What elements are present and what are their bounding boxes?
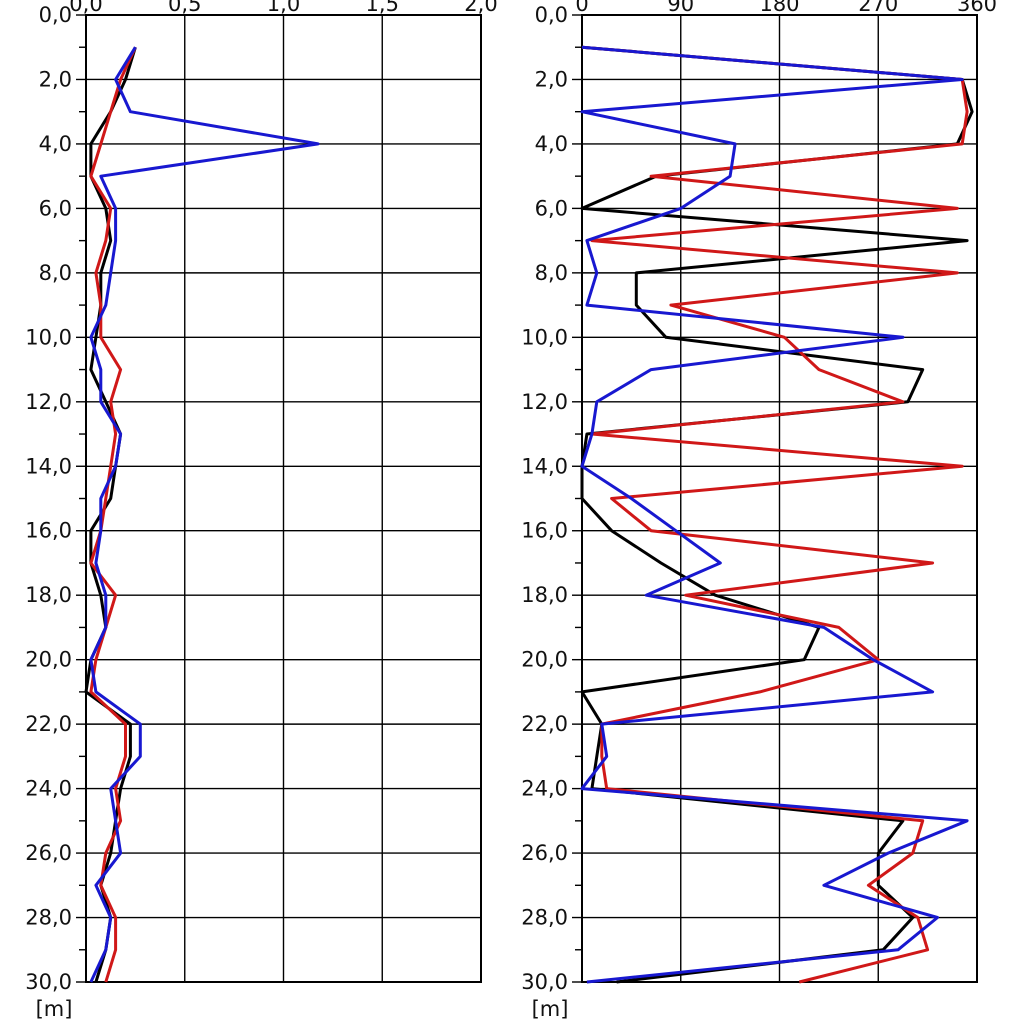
y-tick-label: 18,0 (521, 583, 568, 607)
x-tick-label: 360 (957, 0, 997, 16)
series-line-2 (89, 46, 137, 983)
y-tick-label: 12,0 (25, 390, 72, 414)
y-tick-label: 22,0 (25, 712, 72, 736)
x-tick-label: 1,5 (366, 0, 399, 16)
x-tick-label: 1,0 (267, 0, 300, 16)
y-tick-label: 22,0 (521, 712, 568, 736)
chart-panel-1: 0,0 0,5 1,0 1,5 2,0 0,0 2,0 4,0 6,0 8,0 10,0 12,0 14… (25, 0, 497, 1021)
y-axis-unit-label: [m] (532, 997, 569, 1021)
x-tick-label: 90 (667, 0, 694, 16)
x-tick-label: 0,0 (69, 0, 102, 16)
y-tick-label: 6,0 (39, 196, 72, 220)
y-tick-label: 18,0 (25, 583, 72, 607)
x-tick-label: 2,0 (464, 0, 497, 16)
y-tick-label: 4,0 (535, 132, 568, 156)
y-tick-label: 14,0 (521, 454, 568, 478)
series-line-1 (580, 45, 974, 984)
y-tick-label: 20,0 (521, 648, 568, 672)
x-tick-label: 270 (858, 0, 898, 16)
y-tick-label: 14,0 (25, 454, 72, 478)
y-tick-label: 20,0 (25, 648, 72, 672)
x-tick-label: 0,5 (168, 0, 201, 16)
y-tick-label: 30,0 (25, 970, 72, 994)
y-tick-label: 8,0 (535, 261, 568, 285)
y-tick-label: 4,0 (39, 132, 72, 156)
y-tick-label: 24,0 (521, 777, 568, 801)
y-tick-label: 2,0 (39, 67, 72, 91)
y-tick-label: 16,0 (25, 519, 72, 543)
series-line-2 (581, 45, 969, 984)
x-tick-label: 180 (759, 0, 799, 16)
y-tick-label: 16,0 (521, 519, 568, 543)
y-tick-label: 26,0 (25, 841, 72, 865)
y-tick-label: 0,0 (535, 3, 568, 27)
chart-panel-2: 0 90 180 270 360 0,0 2,0 4,0 6,0 8,0 10,0 12,0 14,0 1… (521, 0, 997, 1021)
y-tick-label: 30,0 (521, 970, 568, 994)
series-line-3 (580, 45, 969, 984)
x-tick-label: 0 (575, 0, 588, 16)
y-tick-label: 26,0 (521, 841, 568, 865)
y-tick-label: 8,0 (39, 261, 72, 285)
series-line-3 (89, 46, 320, 983)
y-tick-label: 2,0 (535, 67, 568, 91)
y-tick-label: 10,0 (25, 325, 72, 349)
y-tick-label: 24,0 (25, 777, 72, 801)
y-tick-label: 28,0 (521, 906, 568, 930)
plot-frame (85, 14, 482, 983)
y-tick-label: 0,0 (39, 3, 72, 27)
y-axis-unit-label: [m] (36, 997, 73, 1021)
y-tick-label: 12,0 (521, 390, 568, 414)
y-tick-label: 6,0 (535, 196, 568, 220)
y-tick-label: 28,0 (25, 906, 72, 930)
y-tick-label: 10,0 (521, 325, 568, 349)
